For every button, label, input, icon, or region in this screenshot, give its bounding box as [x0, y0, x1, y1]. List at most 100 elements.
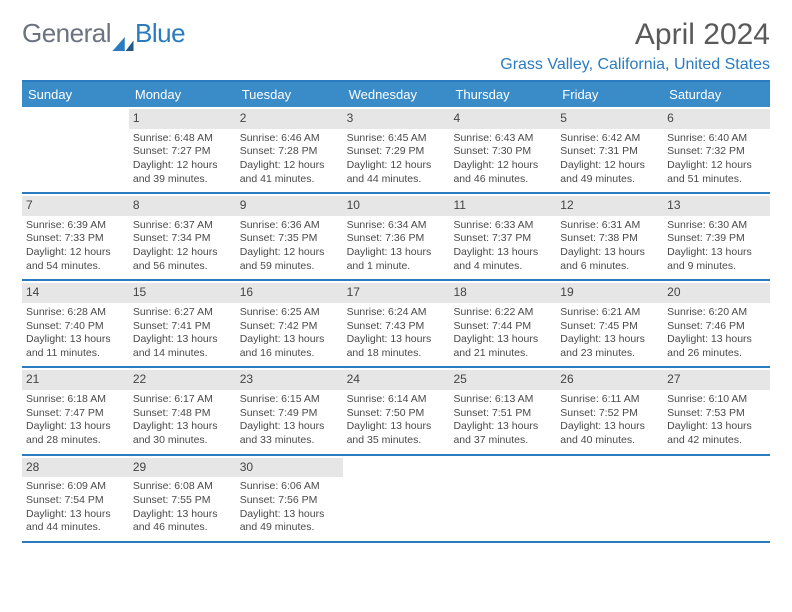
daylight-text: Daylight: 13 hours and 44 minutes.	[26, 508, 125, 535]
sunrise-text: Sunrise: 6:14 AM	[347, 393, 446, 407]
day-number: 12	[556, 196, 663, 216]
week-row: 7Sunrise: 6:39 AMSunset: 7:33 PMDaylight…	[22, 194, 770, 281]
sunset-text: Sunset: 7:29 PM	[347, 145, 446, 159]
day-cell: 29 Sunrise: 6:08 AMSunset: 7:55 PMDayligh…	[129, 456, 236, 541]
day-cell	[22, 107, 129, 192]
daylight-text: Daylight: 12 hours and 46 minutes.	[453, 159, 552, 186]
day-cell: 19Sunrise: 6:21 AMSunset: 7:45 PMDayligh…	[556, 281, 663, 366]
sunset-text: Sunset: 7:39 PM	[667, 232, 766, 246]
day-number: 18	[449, 283, 556, 303]
sunrise-text: Sunrise: 6:27 AM	[133, 306, 232, 320]
daylight-text: Daylight: 13 hours and 4 minutes.	[453, 246, 552, 273]
logo-text-2: Blue	[135, 18, 185, 49]
daylight-text: Daylight: 13 hours and 26 minutes.	[667, 333, 766, 360]
daylight-text: Daylight: 13 hours and 21 minutes.	[453, 333, 552, 360]
daylight-text: Daylight: 13 hours and 6 minutes.	[560, 246, 659, 273]
day-number: 23	[236, 370, 343, 390]
daylight-text: Daylight: 12 hours and 44 minutes.	[347, 159, 446, 186]
day-number: 9	[236, 196, 343, 216]
calendar: SundayMondayTuesdayWednesdayThursdayFrid…	[22, 80, 770, 543]
daylight-text: Daylight: 13 hours and 16 minutes.	[240, 333, 339, 360]
sunrise-text: Sunrise: 6:28 AM	[26, 306, 125, 320]
sunrise-text: Sunrise: 6:24 AM	[347, 306, 446, 320]
day-cell: 24 Sunrise: 6:14 AMSunset: 7:50 PMDayligh…	[343, 368, 450, 453]
day-cell: 26Sunrise: 6:11 AMSunset: 7:52 PMDayligh…	[556, 368, 663, 453]
daylight-text: Daylight: 13 hours and 46 minutes.	[133, 508, 232, 535]
sunrise-text: Sunrise: 6:13 AM	[453, 393, 552, 407]
sunrise-text: Sunrise: 6:08 AM	[133, 480, 232, 494]
sunset-text: Sunset: 7:54 PM	[26, 494, 125, 508]
day-number: 21	[22, 370, 129, 390]
day-number: 14	[22, 283, 129, 303]
daylight-text: Daylight: 13 hours and 18 minutes.	[347, 333, 446, 360]
daylight-text: Daylight: 13 hours and 35 minutes.	[347, 420, 446, 447]
sunset-text: Sunset: 7:41 PM	[133, 320, 232, 334]
day-cell: 7Sunrise: 6:39 AMSunset: 7:33 PMDaylight…	[22, 194, 129, 279]
day-cell: 30Sunrise: 6:06 AMSunset: 7:56 PMDayligh…	[236, 456, 343, 541]
day-number: 25	[449, 370, 556, 390]
day-number: 1	[129, 109, 236, 129]
day-cell: 16Sunrise: 6:25 AMSunset: 7:42 PMDayligh…	[236, 281, 343, 366]
sunrise-text: Sunrise: 6:17 AM	[133, 393, 232, 407]
sunset-text: Sunset: 7:36 PM	[347, 232, 446, 246]
day-header: Tuesday	[236, 82, 343, 107]
day-header: Monday	[129, 82, 236, 107]
daylight-text: Daylight: 13 hours and 28 minutes.	[26, 420, 125, 447]
day-cell	[449, 456, 556, 541]
day-cell: 1Sunrise: 6:48 AMSunset: 7:27 PMDaylight…	[129, 107, 236, 192]
sunset-text: Sunset: 7:50 PM	[347, 407, 446, 421]
daylight-text: Daylight: 13 hours and 11 minutes.	[26, 333, 125, 360]
location-text: Grass Valley, California, United States	[500, 56, 770, 74]
sunset-text: Sunset: 7:44 PM	[453, 320, 552, 334]
sunset-text: Sunset: 7:32 PM	[667, 145, 766, 159]
sunset-text: Sunset: 7:48 PM	[133, 407, 232, 421]
daylight-text: Daylight: 13 hours and 9 minutes.	[667, 246, 766, 273]
logo: General Blue	[22, 18, 185, 49]
sunset-text: Sunset: 7:53 PM	[667, 407, 766, 421]
week-row: 21Sunrise: 6:18 AMSunset: 7:47 PMDayligh…	[22, 368, 770, 455]
daylight-text: Daylight: 13 hours and 14 minutes.	[133, 333, 232, 360]
day-cell: 28Sunrise: 6:09 AMSunset: 7:54 PMDayligh…	[22, 456, 129, 541]
sunset-text: Sunset: 7:55 PM	[133, 494, 232, 508]
day-number: 29	[129, 458, 236, 478]
sunrise-text: Sunrise: 6:31 AM	[560, 219, 659, 233]
sunrise-text: Sunrise: 6:34 AM	[347, 219, 446, 233]
day-number: 15	[129, 283, 236, 303]
day-cell: 12Sunrise: 6:31 AMSunset: 7:38 PMDayligh…	[556, 194, 663, 279]
day-number: 28	[22, 458, 129, 478]
day-header: Friday	[556, 82, 663, 107]
day-header: Saturday	[663, 82, 770, 107]
day-number: 2	[236, 109, 343, 129]
month-title: April 2024	[500, 18, 770, 52]
sunset-text: Sunset: 7:34 PM	[133, 232, 232, 246]
day-number: 7	[22, 196, 129, 216]
day-number: 5	[556, 109, 663, 129]
day-cell: 23Sunrise: 6:15 AMSunset: 7:49 PMDayligh…	[236, 368, 343, 453]
logo-sail-icon	[112, 27, 134, 41]
week-row: 14Sunrise: 6:28 AMSunset: 7:40 PMDayligh…	[22, 281, 770, 368]
day-cell	[343, 456, 450, 541]
title-block: April 2024 Grass Valley, California, Uni…	[500, 18, 770, 74]
day-number: 24	[343, 370, 450, 390]
day-header: Thursday	[449, 82, 556, 107]
day-number: 20	[663, 283, 770, 303]
sunset-text: Sunset: 7:28 PM	[240, 145, 339, 159]
day-cell: 13Sunrise: 6:30 AMSunset: 7:39 PMDayligh…	[663, 194, 770, 279]
daylight-text: Daylight: 13 hours and 33 minutes.	[240, 420, 339, 447]
sunrise-text: Sunrise: 6:37 AM	[133, 219, 232, 233]
day-headers-row: SundayMondayTuesdayWednesdayThursdayFrid…	[22, 82, 770, 107]
sunrise-text: Sunrise: 6:36 AM	[240, 219, 339, 233]
sunrise-text: Sunrise: 6:42 AM	[560, 132, 659, 146]
daylight-text: Daylight: 12 hours and 56 minutes.	[133, 246, 232, 273]
daylight-text: Daylight: 12 hours and 59 minutes.	[240, 246, 339, 273]
day-header: Sunday	[22, 82, 129, 107]
sunset-text: Sunset: 7:33 PM	[26, 232, 125, 246]
sunrise-text: Sunrise: 6:30 AM	[667, 219, 766, 233]
daylight-text: Daylight: 13 hours and 49 minutes.	[240, 508, 339, 535]
daylight-text: Daylight: 12 hours and 39 minutes.	[133, 159, 232, 186]
day-cell: 17Sunrise: 6:24 AMSunset: 7:43 PMDayligh…	[343, 281, 450, 366]
weeks-container: 1Sunrise: 6:48 AMSunset: 7:27 PMDaylight…	[22, 107, 770, 543]
day-cell: 5Sunrise: 6:42 AMSunset: 7:31 PMDaylight…	[556, 107, 663, 192]
daylight-text: Daylight: 12 hours and 41 minutes.	[240, 159, 339, 186]
day-number: 11	[449, 196, 556, 216]
